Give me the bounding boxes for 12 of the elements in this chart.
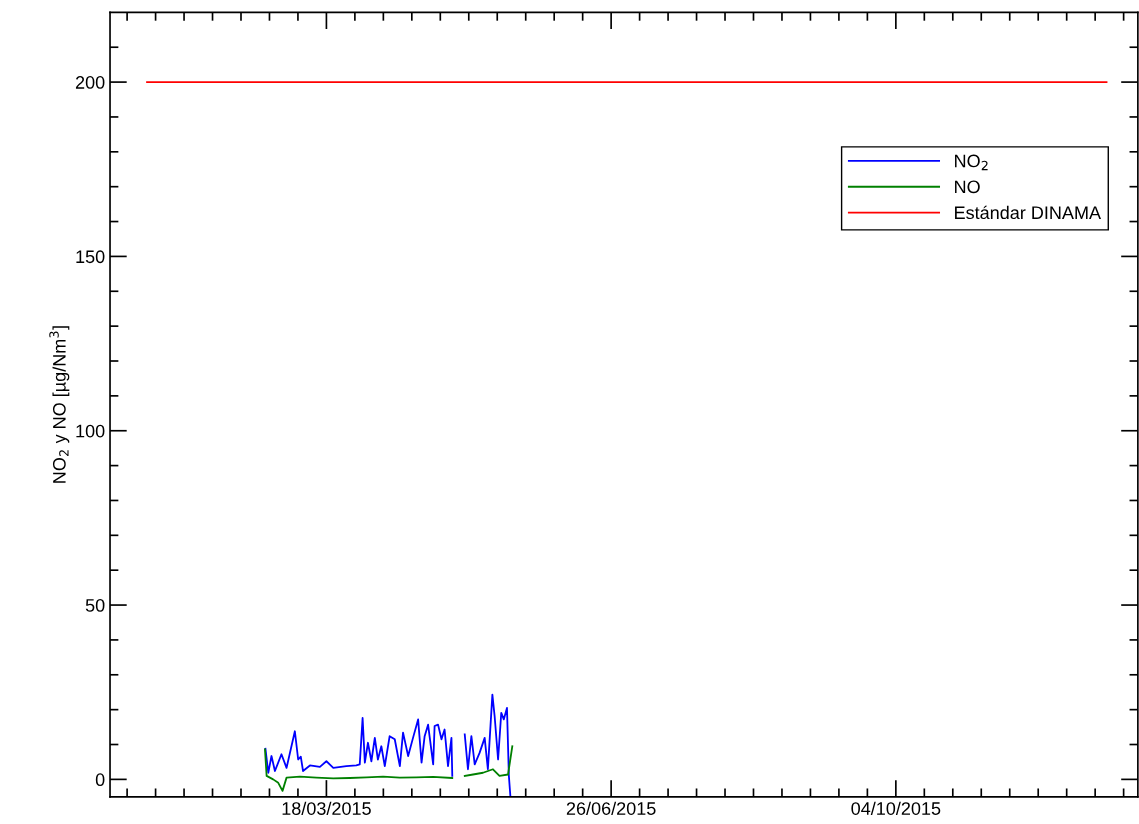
x-tick-label: 26/06/2015 bbox=[566, 801, 656, 815]
x-tick-label: 18/03/2015 bbox=[282, 801, 371, 815]
legend-label: NO$_{2}$ bbox=[955, 154, 988, 171]
legend-label: NO bbox=[955, 180, 980, 194]
y-tick-label: 150 bbox=[76, 250, 105, 264]
y-tick-label: 200 bbox=[75, 76, 105, 89]
y-tick-label: 100 bbox=[76, 424, 105, 438]
legend-label: Estándar DINAMA bbox=[955, 205, 1102, 220]
y-axis-title: NO$_{2}$ y NO [µg/Nm$^{3}$] bbox=[49, 326, 70, 483]
x-tick-label: 04/10/2015 bbox=[851, 801, 941, 815]
y-tick-label: 0 bbox=[95, 773, 105, 787]
y-tick-label: 50 bbox=[85, 598, 105, 612]
